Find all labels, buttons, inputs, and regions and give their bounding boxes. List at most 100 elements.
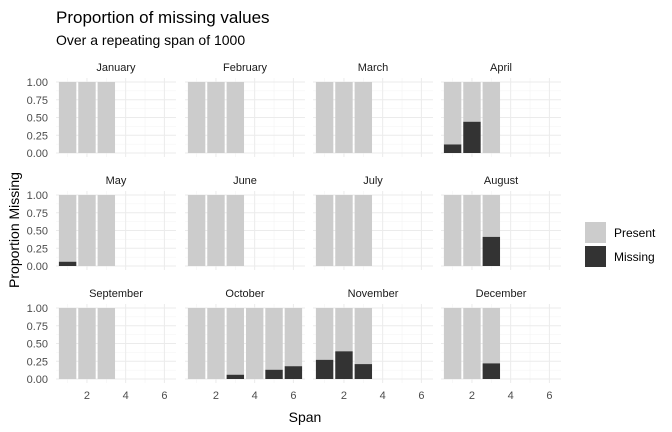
y-tick-label: 0.25 xyxy=(27,243,48,255)
bar-missing xyxy=(226,374,245,379)
y-tick-label: 1.00 xyxy=(27,303,48,315)
x-tick-label: 6 xyxy=(418,390,424,402)
bar-present xyxy=(354,82,373,153)
bar-present xyxy=(315,82,334,153)
bar-missing xyxy=(482,363,501,379)
y-axis-title: Proportion Missing xyxy=(6,172,22,288)
bar-present xyxy=(315,308,334,360)
bar-missing xyxy=(58,261,77,266)
x-tick-label: 4 xyxy=(508,390,514,402)
y-tick-label: 0.50 xyxy=(27,113,48,125)
bar-present xyxy=(463,308,481,379)
y-tick-label: 0.50 xyxy=(27,226,48,238)
legend-label-present: Present xyxy=(614,226,656,240)
bar-present xyxy=(187,195,206,266)
bar-missing xyxy=(463,121,481,153)
bar-present xyxy=(78,308,96,379)
facet-december: December 2 4 6 xyxy=(441,288,561,402)
facet-july: July xyxy=(313,175,433,270)
x-tick-label: 2 xyxy=(213,390,219,402)
facet-october: October 2 4 6 xyxy=(185,288,305,402)
bar-present xyxy=(443,195,462,266)
bar-present xyxy=(354,308,373,365)
y-tick-label: 0.00 xyxy=(27,374,48,386)
x-tick-label: 4 xyxy=(252,390,258,402)
bar-present xyxy=(226,82,245,153)
facet-november: November 2 4 6 xyxy=(313,288,433,402)
x-tick-label: 2 xyxy=(469,390,475,402)
facet-panels: January 0.00 0.25 0.50 0.75 1.00 February March… xyxy=(27,62,561,402)
y-tick-label: 0.25 xyxy=(27,130,48,142)
facet-january: January 0.00 0.25 0.50 0.75 1.00 xyxy=(27,62,176,160)
bar-present xyxy=(58,82,77,153)
bar-present xyxy=(78,82,96,153)
bar-present xyxy=(463,195,481,266)
bar-present xyxy=(284,308,303,367)
x-tick-label: 6 xyxy=(161,390,167,402)
facet-label: December xyxy=(476,288,527,300)
chart-subtitle: Over a repeating span of 1000 xyxy=(56,32,245,48)
facet-august: August xyxy=(441,175,561,270)
bar-present xyxy=(335,195,353,266)
facet-september: September 0.00 0.25 0.50 0.75 1.00 2 4 6 xyxy=(27,288,176,402)
x-axis-title: Span xyxy=(289,409,322,425)
bar-present xyxy=(265,308,283,370)
bar-present xyxy=(78,195,96,266)
bar-missing xyxy=(443,144,462,153)
bar-present xyxy=(245,308,264,379)
facet-label: July xyxy=(363,175,383,187)
y-tick-label: 0.00 xyxy=(27,148,48,160)
facet-april: April xyxy=(441,62,561,157)
y-tick-label: 0.75 xyxy=(27,208,48,220)
y-tick-label: 0.75 xyxy=(27,95,48,107)
legend-key-missing xyxy=(585,246,606,267)
facet-label: November xyxy=(348,288,399,300)
chart-title: Proportion of missing values xyxy=(56,8,270,27)
bar-present xyxy=(226,195,245,266)
facet-label: April xyxy=(490,62,512,74)
bar-present xyxy=(482,195,501,237)
bar-present xyxy=(335,82,353,153)
bar-present xyxy=(226,308,245,375)
bar-present xyxy=(207,82,225,153)
bar-missing xyxy=(315,359,334,379)
facet-label: January xyxy=(96,62,136,74)
bar-present xyxy=(354,195,373,266)
bar-missing xyxy=(354,364,373,379)
facet-march: March xyxy=(313,62,433,157)
bar-present xyxy=(187,82,206,153)
bar-present xyxy=(58,195,77,262)
bar-missing xyxy=(284,366,303,379)
x-tick-label: 2 xyxy=(341,390,347,402)
facet-label: May xyxy=(106,175,127,187)
bar-present xyxy=(187,308,206,379)
legend-key-present xyxy=(585,222,606,243)
bar-present xyxy=(482,308,501,364)
bar-present xyxy=(315,195,334,266)
bar-missing xyxy=(265,369,283,379)
x-tick-label: 6 xyxy=(290,390,296,402)
y-tick-label: 0.00 xyxy=(27,261,48,273)
x-tick-label: 4 xyxy=(123,390,129,402)
x-tick-label: 4 xyxy=(380,390,386,402)
bar-present xyxy=(463,82,481,122)
facet-label: August xyxy=(484,175,518,187)
bar-missing xyxy=(335,351,353,379)
y-tick-label: 0.50 xyxy=(27,339,48,351)
facet-label: March xyxy=(358,62,389,74)
facet-february: February xyxy=(185,62,305,157)
facet-june: June xyxy=(185,175,305,270)
bar-missing xyxy=(482,236,501,266)
bar-present xyxy=(97,82,116,153)
facet-label: October xyxy=(225,288,264,300)
x-tick-label: 2 xyxy=(84,390,90,402)
facet-label: September xyxy=(89,288,143,300)
bar-present xyxy=(207,195,225,266)
bar-present xyxy=(482,82,501,153)
legend: Present Missing xyxy=(585,222,656,267)
bar-present xyxy=(58,308,77,379)
y-tick-label: 1.00 xyxy=(27,77,48,89)
bar-present xyxy=(443,308,462,379)
bar-present xyxy=(97,308,116,379)
